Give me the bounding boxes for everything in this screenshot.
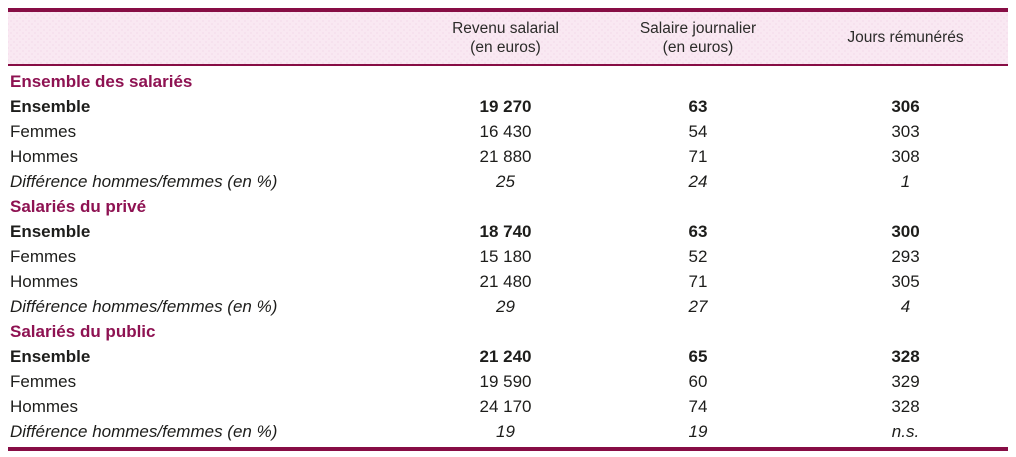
header-line1: Salaire journalier: [639, 19, 757, 37]
row-label: Différence hommes/femmes (en %): [10, 296, 278, 316]
row-value: 293: [891, 246, 920, 266]
table-header-row: Revenu salarial (en euros) Salaire journ…: [8, 12, 1008, 64]
table-row: Femmes 15 180 52 293: [8, 244, 1008, 269]
row-value: 65: [688, 346, 708, 366]
row-label: Ensemble: [10, 96, 91, 116]
header-line1: Revenu salarial: [452, 19, 559, 37]
row-label: Ensemble: [10, 346, 91, 366]
row-value: 71: [688, 146, 708, 166]
table-row: Différence hommes/femmes (en %) 29 27 4: [8, 294, 1008, 319]
row-value: 27: [688, 296, 708, 316]
row-value: 19: [688, 421, 708, 441]
row-label: Hommes: [10, 396, 79, 416]
table-row: Hommes 21 880 71 308: [8, 144, 1008, 169]
row-value: 329: [891, 371, 920, 391]
row-label: Différence hommes/femmes (en %): [10, 171, 278, 191]
row-value: n.s.: [891, 421, 920, 441]
row-value: 52: [688, 246, 708, 266]
row-label: Hommes: [10, 146, 79, 166]
section-title: Salariés du privé: [10, 196, 147, 216]
section-title-row: Salariés du privé: [8, 194, 1008, 219]
table-row: Femmes 16 430 54 303: [8, 119, 1008, 144]
table-body: Ensemble des salariés Ensemble 19 270 63…: [8, 66, 1008, 451]
table-row: Différence hommes/femmes (en %) 25 24 1: [8, 169, 1008, 194]
header-line2: (en euros): [662, 39, 734, 56]
salary-statistics-table: Revenu salarial (en euros) Salaire journ…: [8, 8, 1008, 451]
row-value: 19: [496, 421, 515, 441]
table-row: Ensemble 19 270 63 306: [8, 94, 1008, 119]
row-value: 19 270: [479, 96, 532, 116]
row-value: 29: [496, 296, 515, 316]
table-row: Différence hommes/femmes (en %) 19 19 n.…: [8, 419, 1008, 444]
row-value: 63: [688, 221, 708, 241]
row-value: 24: [688, 171, 708, 191]
row-value: 60: [688, 371, 708, 391]
header-cell-jours-remuneres: Jours rémunérés: [803, 28, 1008, 47]
row-value: 4: [900, 296, 911, 316]
section-title: Ensemble des salariés: [10, 71, 193, 91]
row-label: Ensemble: [10, 221, 91, 241]
header-cell-revenu-salarial: Revenu salarial (en euros): [418, 19, 593, 58]
row-value: 21 880: [479, 146, 532, 166]
row-value: 308: [891, 146, 920, 166]
row-value: 1: [900, 171, 911, 191]
section-title-row: Ensemble des salariés: [8, 69, 1008, 94]
row-label: Femmes: [10, 121, 77, 141]
row-value: 328: [891, 346, 920, 366]
section-title: Salariés du public: [10, 321, 156, 341]
row-value: 24 170: [479, 396, 532, 416]
table-row: Hommes 24 170 74 328: [8, 394, 1008, 419]
row-value: 25: [496, 171, 515, 191]
row-value: 15 180: [479, 246, 532, 266]
row-value: 19 590: [479, 371, 532, 391]
header-line1: Jours rémunérés: [847, 29, 964, 47]
header-line2: (en euros): [470, 39, 541, 56]
table-header: Revenu salarial (en euros) Salaire journ…: [8, 8, 1008, 66]
table-row: Femmes 19 590 60 329: [8, 369, 1008, 394]
row-value: 306: [891, 96, 920, 116]
row-value: 303: [891, 121, 920, 141]
row-value: 74: [688, 396, 708, 416]
row-label: Différence hommes/femmes (en %): [10, 421, 278, 441]
table-row: Hommes 21 480 71 305: [8, 269, 1008, 294]
row-label: Hommes: [10, 271, 79, 291]
row-value: 21 240: [479, 346, 532, 366]
row-value: 71: [688, 271, 708, 291]
row-value: 305: [891, 271, 920, 291]
row-value: 21 480: [479, 271, 532, 291]
table-row: Ensemble 18 740 63 300: [8, 219, 1008, 244]
row-value: 18 740: [479, 221, 532, 241]
row-value: 16 430: [479, 121, 532, 141]
section-title-row: Salariés du public: [8, 319, 1008, 344]
header-cell-salaire-journalier: Salaire journalier (en euros): [593, 19, 803, 58]
row-value: 63: [688, 96, 708, 116]
row-value: 300: [891, 221, 920, 241]
row-label: Femmes: [10, 246, 77, 266]
row-value: 54: [688, 121, 708, 141]
table-row: Ensemble 21 240 65 328: [8, 344, 1008, 369]
row-value: 328: [891, 396, 920, 416]
row-label: Femmes: [10, 371, 77, 391]
